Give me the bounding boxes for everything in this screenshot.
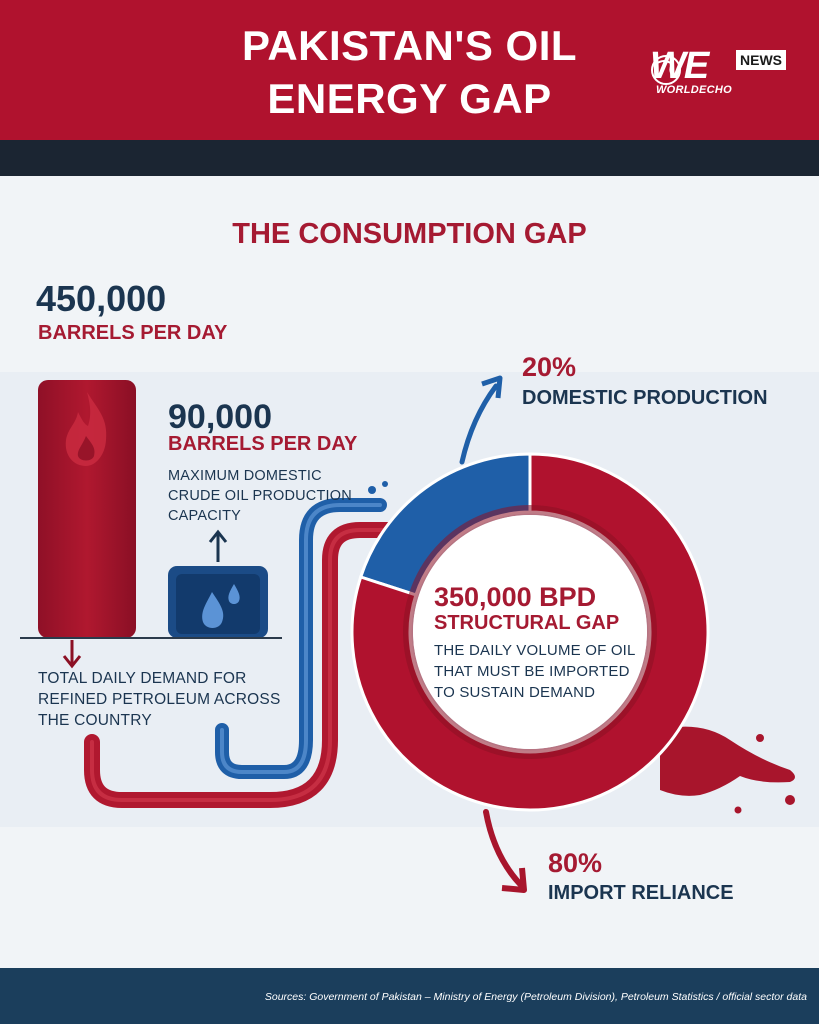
gap-value: 350,000 BPD (434, 582, 597, 612)
production-unit: BARRELS PER DAY (168, 433, 358, 455)
page-title-line1: PAKISTAN'S OIL (241, 22, 578, 69)
droplets-icon (202, 584, 240, 628)
globe-icon (651, 55, 681, 85)
demand-description: TOTAL DAILY DEMAND FOR REFINED PETROLEUM… (38, 670, 281, 729)
logo-badge: NEWS (736, 50, 786, 70)
arrow-up-icon (208, 529, 228, 562)
production-value: 90,000 (168, 398, 272, 436)
arrow-down-icon (62, 640, 82, 669)
logo-wordmark: WE (650, 45, 709, 87)
import-percent: 80% (548, 848, 603, 878)
share-donut (350, 452, 710, 812)
import-label: IMPORT RELIANCE (548, 882, 734, 904)
gap-description: THE DAILY VOLUME OF OIL THAT MUST BE IMP… (434, 642, 636, 701)
oil-splash (660, 726, 795, 796)
header-divider-band (0, 140, 819, 176)
donut-inner-rim (403, 505, 657, 759)
donut-center (413, 515, 647, 749)
demand-unit: BARRELS PER DAY (38, 322, 228, 344)
production-description: MAXIMUM DOMESTIC CRUDE OIL PRODUCTION CA… (168, 468, 352, 524)
header-banner (0, 0, 819, 140)
gap-label: STRUCTURAL GAP (434, 612, 620, 634)
import-arrow-icon (483, 809, 527, 893)
page-title-line2: ENERGY GAP (267, 75, 552, 122)
footer-bar (0, 968, 819, 1024)
domestic-percent: 20% (522, 352, 577, 382)
demand-value: 450,000 (36, 278, 167, 319)
flame-icon (65, 392, 107, 466)
domestic-label: DOMESTIC PRODUCTION (522, 387, 768, 409)
logo-subtitle: WORLDECHO (656, 84, 733, 96)
sources-note: Sources: Government of Pakistan – Minist… (264, 991, 807, 1003)
demand-bar (38, 380, 136, 638)
domestic-arrow-icon (459, 375, 503, 465)
section-title: THE CONSUMPTION GAP (232, 218, 587, 250)
